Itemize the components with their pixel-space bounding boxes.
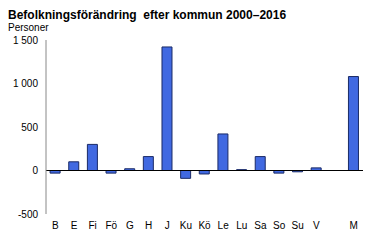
svg-text:Su: Su [292, 220, 304, 231]
svg-text:G: G [126, 220, 134, 231]
svg-text:1 500: 1 500 [13, 35, 38, 46]
svg-text:Fi: Fi [88, 220, 96, 231]
svg-text:J: J [165, 220, 170, 231]
svg-text:Le: Le [218, 220, 230, 231]
svg-text:B: B [52, 220, 59, 231]
svg-text:H: H [145, 220, 152, 231]
svg-text:Sa: Sa [254, 220, 267, 231]
svg-text:M: M [350, 220, 358, 231]
svg-text:500: 500 [21, 122, 38, 133]
svg-text:0: 0 [32, 165, 38, 176]
svg-text:V: V [313, 220, 320, 231]
svg-text:-500: -500 [18, 209, 38, 220]
svg-text:Fö: Fö [105, 220, 117, 231]
svg-text:Kö: Kö [198, 220, 211, 231]
svg-text:Lu: Lu [236, 220, 247, 231]
html-text:Personer: Personer [8, 22, 49, 33]
svg-text:So: So [273, 220, 286, 231]
html-text:Befolkningsförändring efter ko: Befolkningsförändring efter kommun 2000–… [8, 8, 287, 22]
svg-text:E: E [71, 220, 78, 231]
svg-text:1 000: 1 000 [13, 78, 38, 89]
svg-text:Ku: Ku [180, 220, 192, 231]
